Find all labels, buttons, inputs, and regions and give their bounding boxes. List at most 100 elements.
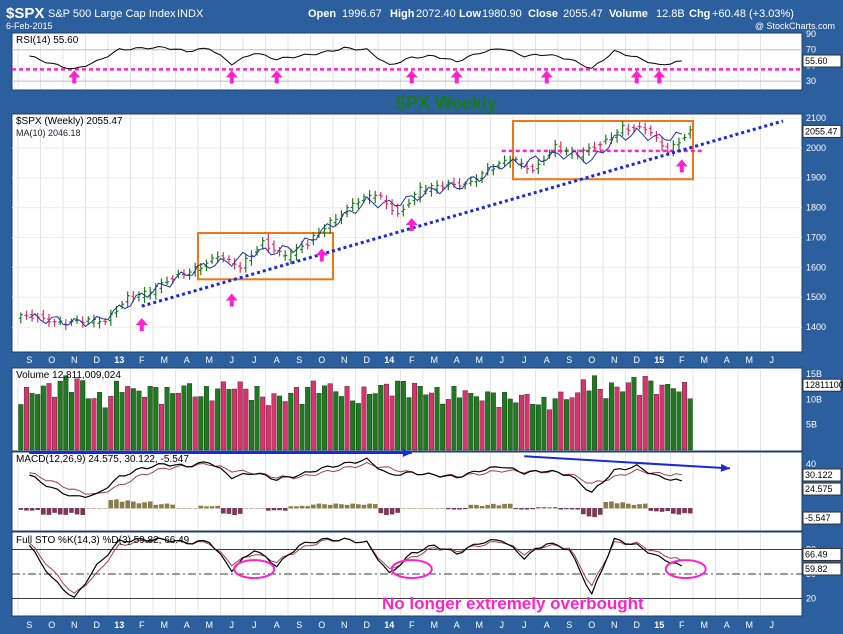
macd-histogram-bar bbox=[232, 508, 237, 516]
price-candle bbox=[41, 309, 46, 321]
volume-bar bbox=[383, 383, 389, 451]
macd-histogram-bar bbox=[91, 508, 97, 509]
price-candle bbox=[243, 254, 248, 273]
macd-histogram-bar bbox=[41, 508, 46, 515]
volume-bar bbox=[344, 386, 350, 451]
macd-histogram-bar bbox=[687, 508, 693, 514]
volume-bar bbox=[108, 396, 114, 451]
x-axis-label: N bbox=[611, 355, 618, 365]
x-axis-label: M bbox=[746, 620, 754, 630]
macd-histogram-bar bbox=[637, 504, 642, 509]
x-axis-label: M bbox=[476, 355, 484, 365]
price-candle bbox=[682, 133, 687, 141]
macd-histogram-bar bbox=[631, 504, 637, 509]
price-tick-label: 1400 bbox=[806, 322, 826, 332]
volume-bar bbox=[490, 392, 496, 451]
macd-histogram-bar bbox=[412, 508, 417, 509]
x-axis-label: O bbox=[48, 355, 55, 365]
macd-histogram-bar bbox=[671, 508, 676, 514]
volume-bar bbox=[164, 386, 170, 451]
macd-histogram-bar bbox=[316, 503, 322, 509]
volume-bar bbox=[248, 400, 254, 451]
volume-bar bbox=[524, 394, 530, 451]
rsi-tick-label: 90 bbox=[806, 29, 816, 39]
volume-bar bbox=[142, 397, 148, 451]
macd-signal-line bbox=[29, 461, 682, 495]
x-axis-label: N bbox=[341, 620, 348, 630]
macd-histogram-bar bbox=[35, 508, 40, 510]
macd-histogram-bar bbox=[221, 508, 226, 514]
x-axis-label: D bbox=[634, 620, 641, 630]
volume-bar bbox=[63, 375, 69, 451]
volume-bar bbox=[479, 400, 485, 451]
macd-histogram-bar bbox=[86, 508, 91, 509]
x-axis-label: M bbox=[701, 355, 709, 365]
price-candle bbox=[373, 190, 378, 204]
price-candle bbox=[86, 316, 91, 325]
x-axis-label: J bbox=[252, 355, 257, 365]
volume-bar bbox=[648, 380, 654, 451]
macd-histogram-bar bbox=[434, 508, 440, 509]
volume-bar bbox=[659, 384, 665, 451]
macd-histogram-bar bbox=[485, 504, 490, 509]
volume-bar bbox=[305, 386, 311, 451]
macd-histogram-bar bbox=[74, 508, 80, 515]
macd-histogram-bar bbox=[147, 501, 153, 509]
price-candle bbox=[271, 240, 276, 254]
volume-bar bbox=[417, 386, 423, 451]
macd-histogram-bar bbox=[350, 503, 355, 509]
rsi-series-line bbox=[29, 45, 682, 70]
arrow-shape bbox=[225, 293, 238, 307]
x-axis-top: S O N D 13 F M A M J J A S O N D 14 F M A M J J A S O N D 15 F M A M J bbox=[26, 355, 774, 365]
volume-bar bbox=[445, 399, 451, 451]
macd-histogram-bar bbox=[614, 503, 620, 509]
x-axis-label: J bbox=[500, 355, 505, 365]
chart-annotation-note: No longer extremely overbought bbox=[382, 594, 644, 613]
x-axis-label: N bbox=[341, 355, 348, 365]
x-axis-label: N bbox=[71, 355, 78, 365]
price-candle bbox=[24, 310, 29, 320]
macd-histogram-bar bbox=[299, 505, 305, 509]
sto-k-line bbox=[28, 537, 683, 598]
macd-histogram-bar bbox=[271, 508, 277, 511]
macd-histogram-bar bbox=[676, 508, 682, 515]
annotation-arrow bbox=[675, 159, 688, 173]
price-candle bbox=[384, 195, 389, 210]
macd-histogram-bar bbox=[192, 508, 198, 509]
x-axis-label: S bbox=[296, 620, 302, 630]
x-axis-label: J bbox=[522, 620, 527, 630]
macd-histogram-bar bbox=[530, 508, 535, 510]
volume-bar bbox=[530, 403, 536, 451]
x-axis-label: S bbox=[26, 355, 32, 365]
price-candle bbox=[502, 155, 507, 168]
volume-bar bbox=[507, 398, 513, 451]
volume-bar bbox=[682, 382, 688, 451]
x-axis-label: F bbox=[679, 355, 685, 365]
x-axis-label: F bbox=[139, 355, 145, 365]
volume-bar bbox=[293, 387, 299, 451]
arrow-shape bbox=[270, 70, 283, 84]
volume-tick-label: 5B bbox=[806, 420, 817, 430]
x-axis-label: O bbox=[588, 620, 595, 630]
x-axis-label: M bbox=[431, 620, 439, 630]
price-candle bbox=[429, 182, 434, 197]
volume-bar bbox=[563, 399, 569, 451]
volume-bar bbox=[316, 393, 322, 451]
x-axis-label: A bbox=[724, 355, 730, 365]
macd-tick-label: 40 bbox=[806, 459, 816, 469]
sto-highlight-oval bbox=[390, 559, 433, 580]
price-tick-label: 2100 bbox=[806, 113, 826, 123]
volume-bar bbox=[406, 397, 412, 451]
volume-bar bbox=[74, 378, 80, 451]
price-candle bbox=[637, 122, 642, 130]
sto-tick-label: 20 bbox=[806, 594, 816, 604]
sto-d-current-value-box bbox=[802, 547, 842, 561]
macd-histogram-bar bbox=[541, 506, 547, 509]
watermark: @ StockCharts.com bbox=[755, 21, 835, 31]
x-axis-label: D bbox=[94, 620, 101, 630]
macd-histogram-bar bbox=[552, 507, 558, 509]
price-candle bbox=[238, 262, 243, 273]
sto-highlight-oval bbox=[664, 559, 707, 580]
macd-histogram-bar bbox=[406, 508, 412, 509]
price-candle bbox=[581, 147, 586, 163]
